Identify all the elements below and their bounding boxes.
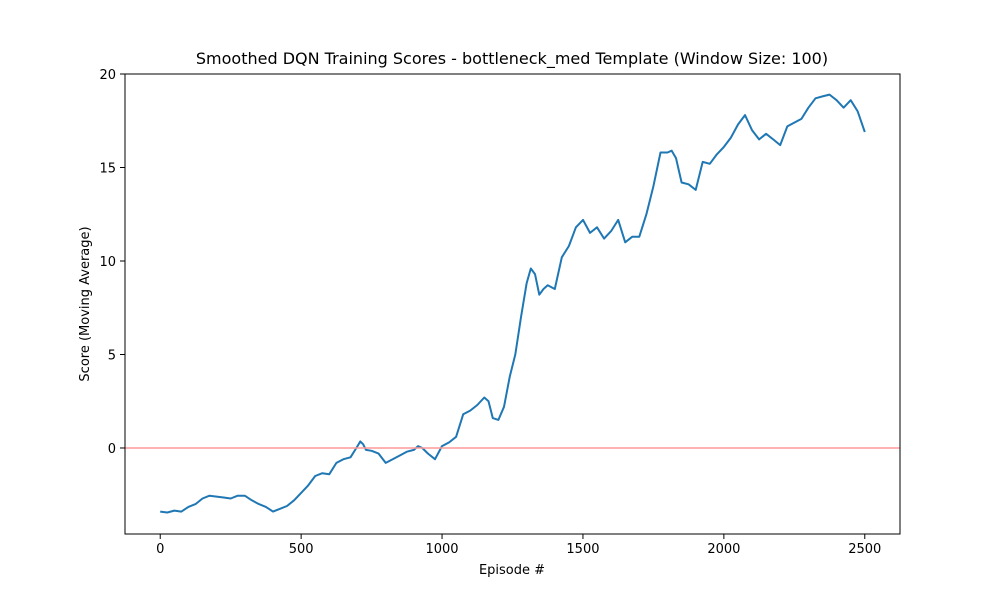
series-line-1	[160, 93, 866, 514]
y-tick-label: 20	[99, 68, 116, 83]
y-tick-label: 0	[108, 442, 116, 457]
x-axis-label: Episode #	[479, 563, 545, 578]
y-tick-label: 15	[99, 161, 116, 176]
plot-area	[125, 93, 900, 514]
y-tick-label: 5	[108, 348, 116, 363]
x-tick-label: 500	[289, 542, 314, 557]
x-tick-label: 1000	[425, 542, 458, 557]
axes-frame	[124, 73, 901, 535]
chart-title: Smoothed DQN Training Scores - bottlenec…	[196, 49, 828, 69]
x-tick-label: 0	[156, 542, 164, 557]
x-tick-label: 2000	[707, 542, 740, 557]
x-tick-label: 2500	[848, 542, 881, 557]
axes: 0 500 1000 1500 2000 2500 0 5 10 15 20	[99, 68, 901, 557]
x-tick-label: 1500	[566, 542, 599, 557]
y-axis-label: Score (Moving Average)	[78, 226, 93, 381]
y-tick-label: 10	[99, 255, 116, 270]
